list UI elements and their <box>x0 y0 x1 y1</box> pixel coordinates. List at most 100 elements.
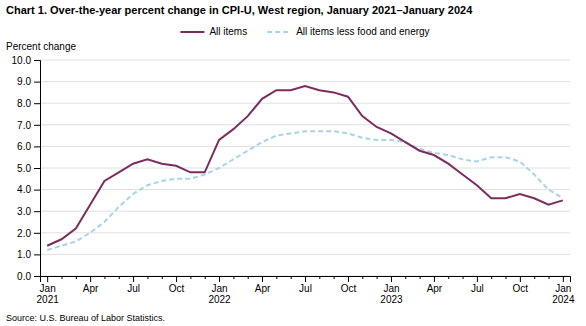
x-tick-label: Apr <box>427 283 443 294</box>
lines <box>47 86 563 250</box>
y-tick: 8.0 <box>17 98 40 109</box>
series-line <box>47 131 563 250</box>
y-tick-label: 1.0 <box>17 249 31 260</box>
y-tick-mark <box>34 125 40 126</box>
x-tick-label-line: Jan <box>211 283 227 294</box>
x-tick-label-line: Apr <box>83 283 99 294</box>
x-tick <box>119 276 120 279</box>
y-tick: 3.0 <box>17 206 40 217</box>
x-tick <box>190 276 191 279</box>
x-tick-label-line: Apr <box>427 283 443 294</box>
x-tick-mark <box>47 276 48 282</box>
x-tick-label-line: 2023 <box>380 294 403 305</box>
x-tick: Oct <box>341 276 357 294</box>
x-tick-label-line: Oct <box>513 283 529 294</box>
x-tick: Apr <box>255 276 271 294</box>
y-tick: 1.0 <box>17 249 40 260</box>
x-tick-mark <box>520 276 521 282</box>
legend: All items All items less food and energy <box>180 26 429 37</box>
y-tick: 4.0 <box>17 184 40 195</box>
x-tick: Jan2022 <box>208 276 231 305</box>
x-tick-label-line: Jul <box>299 283 312 294</box>
x-tick: Jul <box>299 276 312 294</box>
x-tick-mark <box>90 276 91 282</box>
x-tick-mark <box>61 276 62 279</box>
x-tick-label-line: 2021 <box>37 294 60 305</box>
x-tick-mark <box>391 276 392 282</box>
x-tick-mark <box>248 276 249 279</box>
source: Source: U.S. Bureau of Labor Statistics. <box>6 313 165 323</box>
y-tick-mark <box>34 60 40 61</box>
x-tick-mark <box>147 276 148 279</box>
grid-line <box>40 211 570 212</box>
x-tick-mark <box>348 276 349 282</box>
x-tick-mark <box>119 276 120 279</box>
x-tick <box>463 276 464 279</box>
legend-label: All items less food and energy <box>296 26 429 37</box>
x-tick <box>104 276 105 279</box>
x-tick-mark <box>448 276 449 279</box>
x-tick-mark <box>420 276 421 279</box>
x-tick <box>233 276 234 279</box>
legend-swatch <box>180 31 204 33</box>
x-tick-label-line: Jul <box>127 283 140 294</box>
x-tick-mark <box>276 276 277 279</box>
x-tick-label: Oct <box>513 283 529 294</box>
y-tick-label: 7.0 <box>17 120 31 131</box>
x-tick-label-line: 2022 <box>208 294 231 305</box>
grid-line <box>40 124 570 125</box>
x-tick-mark <box>377 276 378 279</box>
y-tick-mark <box>34 254 40 255</box>
x-tick <box>405 276 406 279</box>
x-tick <box>291 276 292 279</box>
x-tick-mark <box>262 276 263 282</box>
y-tick: 5.0 <box>17 163 40 174</box>
x-tick-mark <box>162 276 163 279</box>
x-tick-label: Jan2022 <box>208 283 231 305</box>
x-tick-mark <box>104 276 105 279</box>
x-tick-label: Apr <box>255 283 271 294</box>
x-tick-label-line: Jan <box>383 283 399 294</box>
x-tick-mark <box>319 276 320 279</box>
x-tick-mark <box>233 276 234 279</box>
x-tick-label: Apr <box>83 283 99 294</box>
x-tick-mark <box>362 276 363 279</box>
y-tick-mark <box>34 276 40 277</box>
grid-line <box>40 146 570 147</box>
y-tick: 9.0 <box>17 76 40 87</box>
grid-line <box>40 189 570 190</box>
x-tick-mark <box>477 276 478 282</box>
x-tick-mark <box>76 276 77 279</box>
y-tick-mark <box>34 82 40 83</box>
x-tick-mark <box>133 276 134 282</box>
x-tick <box>491 276 492 279</box>
x-tick-label-line: Jan <box>40 283 56 294</box>
legend-item: All items <box>180 26 247 37</box>
x-tick-mark <box>205 276 206 279</box>
x-tick-mark <box>549 276 550 279</box>
x-tick-label: Jul <box>299 283 312 294</box>
x-tick-mark <box>434 276 435 282</box>
x-tick <box>162 276 163 279</box>
y-tick-mark <box>34 168 40 169</box>
y-tick-label: 9.0 <box>17 76 31 87</box>
x-tick-mark <box>190 276 191 279</box>
y-tick-label: 4.0 <box>17 184 31 195</box>
y-tick-mark <box>34 233 40 234</box>
grid-line <box>40 103 570 104</box>
x-axis-line <box>41 277 571 283</box>
x-tick-mark <box>176 276 177 282</box>
y-tick-mark <box>34 190 40 191</box>
y-tick: 7.0 <box>17 120 40 131</box>
y-tick-label: 10.0 <box>12 55 32 66</box>
x-tick-mark <box>506 276 507 279</box>
x-tick <box>362 276 363 279</box>
x-tick-label-line: 2024 <box>552 294 575 305</box>
grid <box>40 60 570 276</box>
x-tick <box>334 276 335 279</box>
x-tick-label-line: Jan <box>555 283 571 294</box>
x-tick-mark <box>563 276 564 282</box>
x-axis: Jan2021AprJulOctJan2022AprJulOctJan2023A… <box>37 276 575 305</box>
x-tick-label-line: Oct <box>169 283 185 294</box>
x-tick-mark <box>463 276 464 279</box>
